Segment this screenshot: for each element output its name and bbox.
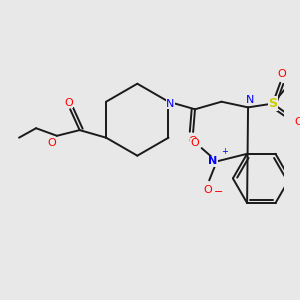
Text: O: O (203, 185, 212, 195)
Text: O: O (189, 136, 197, 146)
Text: O: O (64, 98, 73, 108)
Text: −: − (214, 187, 224, 197)
Text: N: N (166, 99, 175, 109)
Text: O: O (295, 117, 300, 127)
Text: S: S (268, 97, 277, 110)
Text: O: O (190, 138, 200, 148)
Text: O: O (278, 69, 286, 79)
Text: +: + (221, 147, 228, 156)
Text: N: N (208, 156, 217, 167)
Text: N: N (246, 95, 254, 105)
Text: O: O (48, 138, 57, 148)
